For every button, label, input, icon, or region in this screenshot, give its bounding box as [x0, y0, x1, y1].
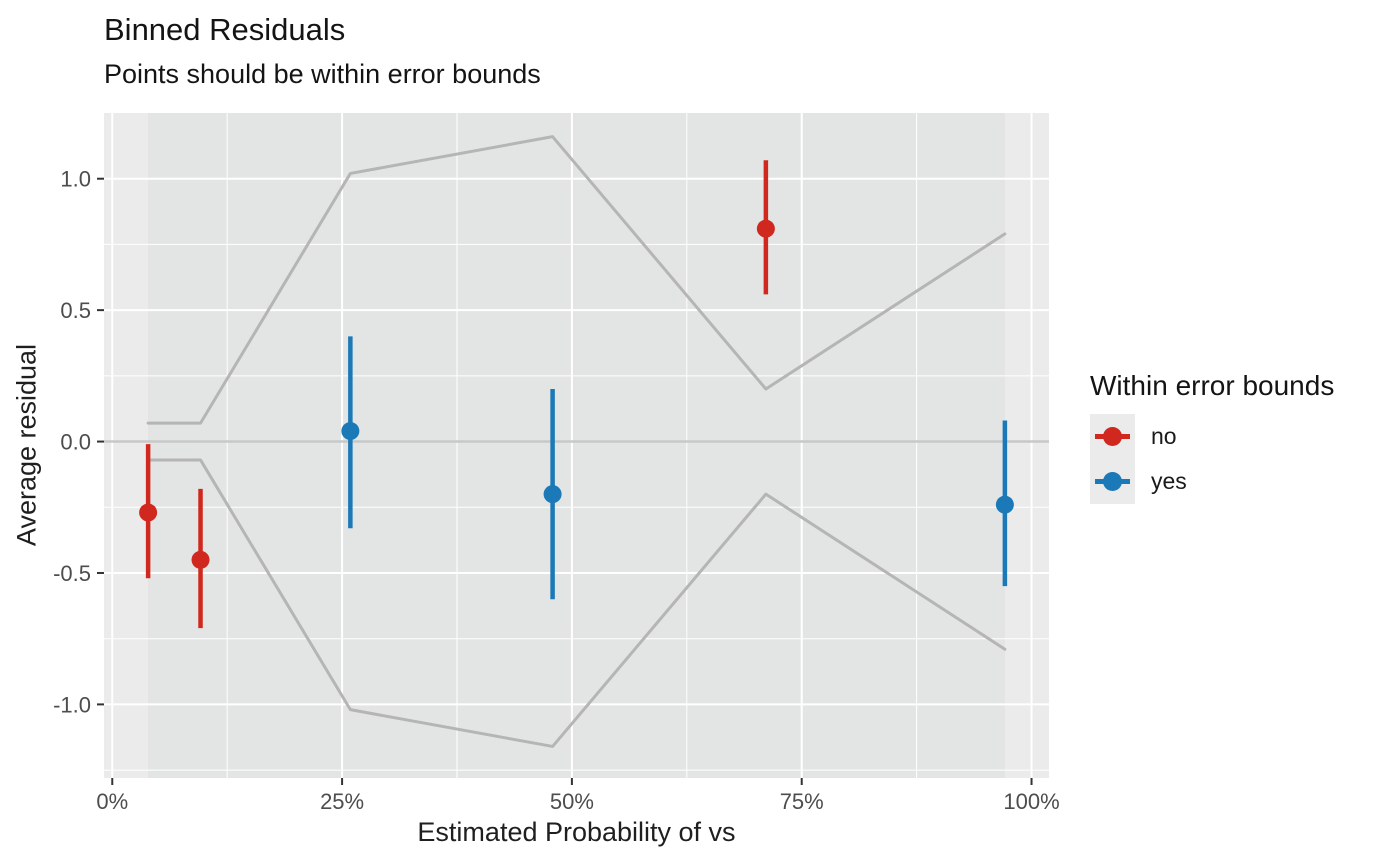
- legend-item-label: no: [1151, 423, 1177, 449]
- legend: Within error bounds no yes: [1090, 370, 1334, 504]
- plot-subtitle: Points should be within error bounds: [104, 59, 541, 89]
- x-axis-title: Estimated Probability of vs: [417, 817, 736, 847]
- pointrange-dot: [139, 503, 158, 522]
- x-tick-label: 25%: [320, 789, 364, 814]
- error-bound-upper-line: [146, 135, 1007, 425]
- x-tick-label: 50%: [550, 789, 594, 814]
- legend-key-yes: [1090, 459, 1135, 504]
- error-bound-lower-line: [146, 458, 1007, 748]
- y-tick-label: 0.0: [60, 430, 91, 455]
- pointrange-dot: [995, 495, 1014, 514]
- x-tick-label: 100%: [1003, 789, 1059, 814]
- legend-item-no: no: [1090, 414, 1334, 459]
- legend-pointrange-icon: [1095, 427, 1130, 446]
- x-tick-label: 75%: [780, 789, 824, 814]
- pointrange-dot: [543, 485, 562, 504]
- y-tick-label: 0.5: [60, 298, 91, 323]
- bin-range-band: [148, 113, 1005, 778]
- x-tick-label: 0%: [96, 789, 128, 814]
- legend-key-no: [1090, 414, 1135, 459]
- pointrange-dot: [756, 219, 775, 238]
- y-tick-label: 1.0: [60, 167, 91, 192]
- y-tick-label: -1.0: [53, 692, 91, 717]
- y-tick-label: -0.5: [53, 561, 91, 586]
- plot-title: Binned Residuals: [104, 12, 346, 47]
- legend-item-yes: yes: [1090, 459, 1334, 504]
- legend-title: Within error bounds: [1090, 370, 1335, 401]
- legend-pointrange-icon: [1095, 472, 1130, 491]
- pointrange-dot: [341, 422, 360, 441]
- legend-items: no yes: [1090, 414, 1334, 504]
- pointrange-dot: [191, 550, 210, 569]
- legend-item-label: yes: [1151, 468, 1187, 494]
